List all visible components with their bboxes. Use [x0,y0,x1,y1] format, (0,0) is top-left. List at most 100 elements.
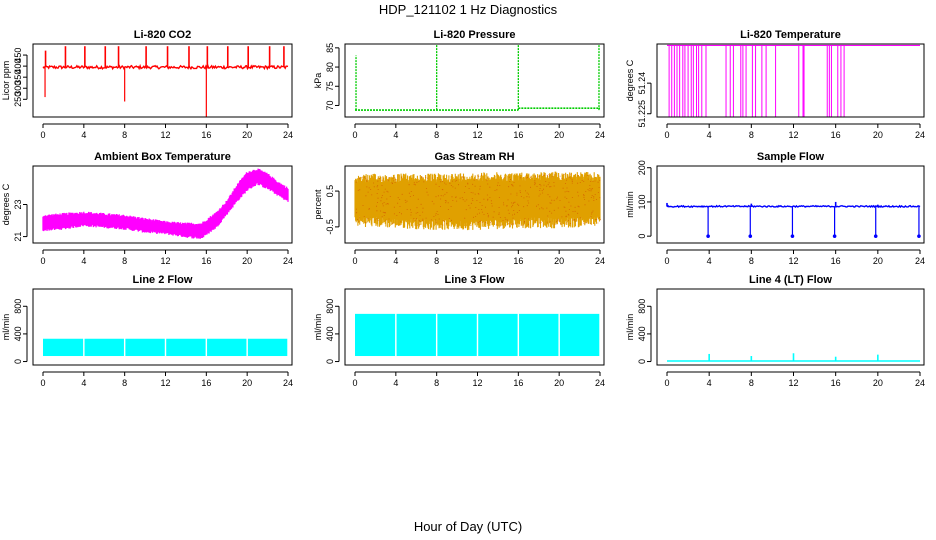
y-axis-label: ml/min [1,314,11,341]
y-axis-label: ml/min [625,314,635,341]
panel-licor-temp: Li-820 Temperature 0 4 8 12 16 20 24 51.225 51.24… [625,29,925,140]
x-tick-label: 20 [242,256,252,266]
y-tick-label: 0 [325,359,335,364]
y-tick-label: 0 [637,359,647,364]
y-tick-label: 100 [637,194,647,209]
flow-block [355,313,396,357]
panel-title: Gas Stream RH [434,151,514,163]
x-tick-label: 8 [122,256,127,266]
flow-block [166,338,206,357]
x-tick-label: 16 [513,256,523,266]
x-tick-label: 12 [788,378,798,388]
y-axis-label: kPa [313,73,323,89]
y-axis-label: degrees C [625,59,635,101]
x-tick-label: 16 [831,130,841,140]
x-tick-label: 20 [554,256,564,266]
y-tick-label: 350 [13,70,23,85]
x-tick-label: 20 [554,378,564,388]
y-tick-label: 400 [13,59,23,74]
panel-title: Line 2 Flow [133,274,193,286]
series-line [42,63,289,71]
plot-area [355,313,600,357]
x-tick-label: 4 [81,378,86,388]
y-axis-label: Licor ppm [1,61,11,101]
x-tick-label: 8 [434,378,439,388]
flow-block [519,313,559,357]
spike-point [706,234,710,238]
x-tick-label: 8 [749,256,754,266]
y-tick-label: -0.5 [325,219,335,235]
x-tick-label: 12 [472,130,482,140]
x-tick-label: 20 [873,256,883,266]
x-tick-label: 0 [352,256,357,266]
y-tick-label: 0 [13,359,23,364]
panel-title: Li-820 CO2 [134,29,191,41]
y-tick-label: 800 [325,299,335,314]
x-tick-label: 8 [434,130,439,140]
y-tick-label: 21 [13,232,23,242]
y-tick-label: 800 [13,299,23,314]
x-tick-label: 24 [915,130,925,140]
panel-frame [344,288,605,366]
panel-frame [32,43,293,118]
x-tick-label: 4 [707,256,712,266]
y-tick-label: 250 [13,92,23,107]
y-tick-label: 51.225 [637,100,647,128]
x-tick-label: 24 [595,130,605,140]
panel-title: Line 3 Flow [445,274,505,286]
x-tick-label: 0 [40,130,45,140]
series-line [666,204,921,209]
x-tick-label: 16 [513,130,523,140]
y-tick-label: 300 [13,81,23,96]
x-tick-label: 4 [393,256,398,266]
y-tick-label: 800 [637,299,647,314]
x-tick-label: 16 [513,378,523,388]
x-tick-label: 20 [242,378,252,388]
x-tick-label: 8 [122,378,127,388]
y-axis-label: percent [313,189,323,220]
x-tick-label: 12 [472,256,482,266]
panel-box-temp: Ambient Box Temperature 0 4 8 12 16 20 24 21 23de… [1,151,293,266]
panel-frame [344,43,605,118]
x-tick-label: 24 [915,256,925,266]
panel-title: Sample Flow [757,151,825,163]
x-tick-label: 16 [831,256,841,266]
series-band [42,168,289,239]
x-tick-label: 4 [81,256,86,266]
flow-block [559,313,600,357]
flow-block [247,338,288,357]
panel-title: Li-820 Temperature [740,29,841,41]
y-tick-label: 51.24 [637,72,647,95]
x-tick-label: 20 [873,130,883,140]
y-tick-label: 23 [13,199,23,209]
y-tick-label: 0 [637,234,647,239]
flow-block [437,313,477,357]
y-tick-label: 450 [13,48,23,63]
y-tick-label: 75 [325,81,335,91]
x-tick-label: 0 [40,378,45,388]
y-tick-label: 85 [325,43,335,53]
x-tick-label: 24 [595,378,605,388]
x-tick-label: 8 [122,130,127,140]
flow-block [125,338,165,357]
panel-title: Ambient Box Temperature [94,151,231,163]
x-tick-label: 24 [283,130,293,140]
flow-block [478,313,518,357]
x-tick-label: 0 [352,378,357,388]
panel-title: Li-820 Pressure [434,29,516,41]
x-tick-label: 20 [242,130,252,140]
y-axis-label: ml/min [313,314,323,341]
x-tick-label: 12 [160,378,170,388]
plot-area [42,168,289,239]
x-tick-label: 16 [831,378,841,388]
x-tick-label: 20 [554,130,564,140]
x-tick-label: 0 [352,130,357,140]
y-tick-label: 400 [13,326,23,341]
x-tick-label: 8 [749,378,754,388]
x-tick-label: 16 [201,378,211,388]
spike-point [790,234,795,238]
x-tick-label: 4 [707,130,712,140]
